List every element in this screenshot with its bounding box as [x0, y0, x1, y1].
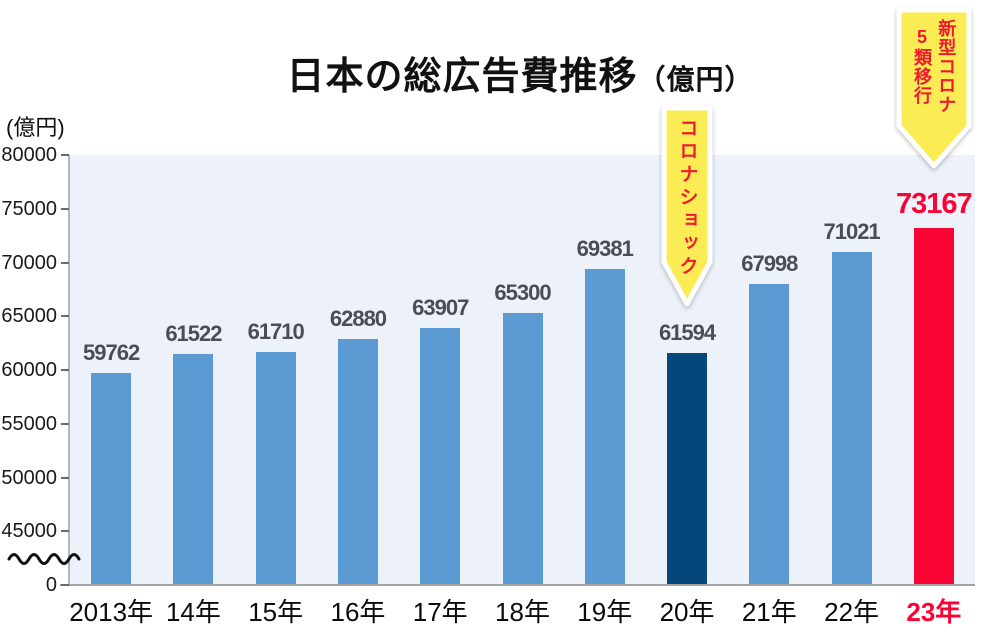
annotation-class5-transition: 新型コロナ5類移行 — [894, 6, 974, 172]
bar-value-label: 61594 — [658, 319, 716, 345]
bar-19年 — [584, 269, 625, 585]
bar-value-label: 71021 — [823, 218, 880, 244]
annotation-corona-shock-label: コロナショック — [676, 118, 698, 279]
y-axis-tick-mark — [61, 315, 69, 318]
y-axis-tick-label: 60000 — [1, 359, 57, 381]
down-arrow-shape — [896, 7, 972, 169]
chart-title: 日本の総広告費推移（億円） — [0, 45, 1000, 100]
x-axis-label-14年: 14年 — [165, 597, 221, 627]
bar-18年 — [502, 313, 543, 585]
x-axis-label-18年: 18年 — [495, 597, 550, 627]
bar-14年 — [173, 353, 214, 585]
chart-title-unit: （億円） — [637, 64, 754, 96]
bar-value-label: 63907 — [412, 294, 469, 320]
down-arrow-shape — [661, 105, 713, 307]
bar-value-label: 59762 — [83, 339, 140, 365]
bar-2013年 — [91, 372, 132, 585]
y-axis-tick-mark — [61, 530, 69, 533]
x-axis-label-22年: 22年 — [824, 597, 880, 627]
bar-value-label: 69381 — [576, 236, 634, 262]
x-axis-label-16年: 16年 — [330, 597, 386, 627]
x-axis-label-15年: 15年 — [248, 597, 304, 627]
bar-value-label: 73167 — [896, 188, 973, 221]
y-axis-tick-mark — [61, 369, 69, 371]
bar-value-label: 67998 — [741, 251, 798, 277]
y-axis-tick-mark — [61, 476, 69, 479]
bar-23年 — [913, 228, 954, 585]
y-axis-unit-label: (億円) — [6, 115, 65, 140]
y-axis-tick-mark — [61, 207, 69, 210]
x-axis-label-2013年: 2013年 — [69, 597, 154, 627]
y-axis-tick-label: 80000 — [1, 144, 57, 166]
y-axis-tick-label: 70000 — [1, 251, 57, 274]
bar-value-label: 61522 — [165, 320, 222, 346]
y-axis-tick-label: 75000 — [1, 197, 57, 220]
x-axis-label-21年: 21年 — [741, 597, 797, 627]
y-axis-line — [68, 155, 70, 586]
bar-value-label: 61710 — [247, 318, 305, 344]
x-axis-label-17年: 17年 — [412, 597, 468, 627]
y-axis-tick-label: 55000 — [1, 412, 57, 435]
axis-break-squiggle — [7, 553, 81, 565]
bar-15年 — [255, 351, 296, 585]
y-axis-tick-mark — [61, 422, 69, 425]
annotation-corona-shock: コロナショック — [659, 104, 715, 310]
x-axis-label-19年: 19年 — [577, 597, 633, 627]
x-axis-line — [60, 584, 975, 586]
y-axis-tick-mark — [61, 154, 69, 156]
bar-21年 — [749, 284, 790, 585]
bar-value-label: 62880 — [329, 306, 387, 332]
x-axis-label-23年: 23年 — [906, 597, 962, 627]
bar-20年 — [667, 352, 708, 585]
y-axis-tick-label: 50000 — [1, 466, 57, 489]
y-axis-tick-label: 0 — [45, 574, 57, 596]
y-axis-tick-mark — [61, 261, 69, 264]
y-axis-tick-mark — [61, 584, 69, 586]
bar-16年 — [337, 339, 378, 585]
x-axis-label-20年: 20年 — [659, 597, 715, 627]
bar-17年 — [420, 328, 461, 585]
bar-value-label: 65300 — [494, 280, 551, 306]
bar-22年 — [831, 251, 872, 585]
annotation-class5-transition-label: 新型コロナ5類移行 — [912, 18, 957, 114]
y-axis-tick-label: 65000 — [1, 305, 57, 328]
plot-area — [70, 155, 975, 585]
y-axis-tick-label: 45000 — [1, 520, 57, 543]
chart-title-text: 日本の総広告費推移 — [286, 56, 638, 99]
